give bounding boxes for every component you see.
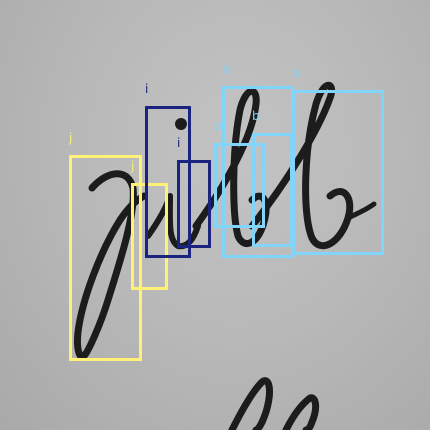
annotation-label-b: b [214, 119, 222, 133]
annotation-box-i [145, 106, 191, 258]
annotation-label-i: i [145, 82, 149, 96]
annotation-box-b [252, 133, 293, 247]
annotation-label-b: b [252, 109, 260, 123]
annotation-box-j [131, 183, 168, 290]
annotation-label-b: b [292, 66, 300, 80]
annotation-box-j [69, 155, 142, 361]
annotation-label-j: j [131, 159, 135, 173]
annotation-label-i: i [177, 136, 181, 150]
annotation-box-b [214, 143, 265, 228]
annotation-label-j: j [69, 131, 73, 145]
annotation-box-b [292, 90, 384, 255]
annotation-label-b: b [222, 62, 230, 76]
annotation-box-i [177, 160, 211, 248]
